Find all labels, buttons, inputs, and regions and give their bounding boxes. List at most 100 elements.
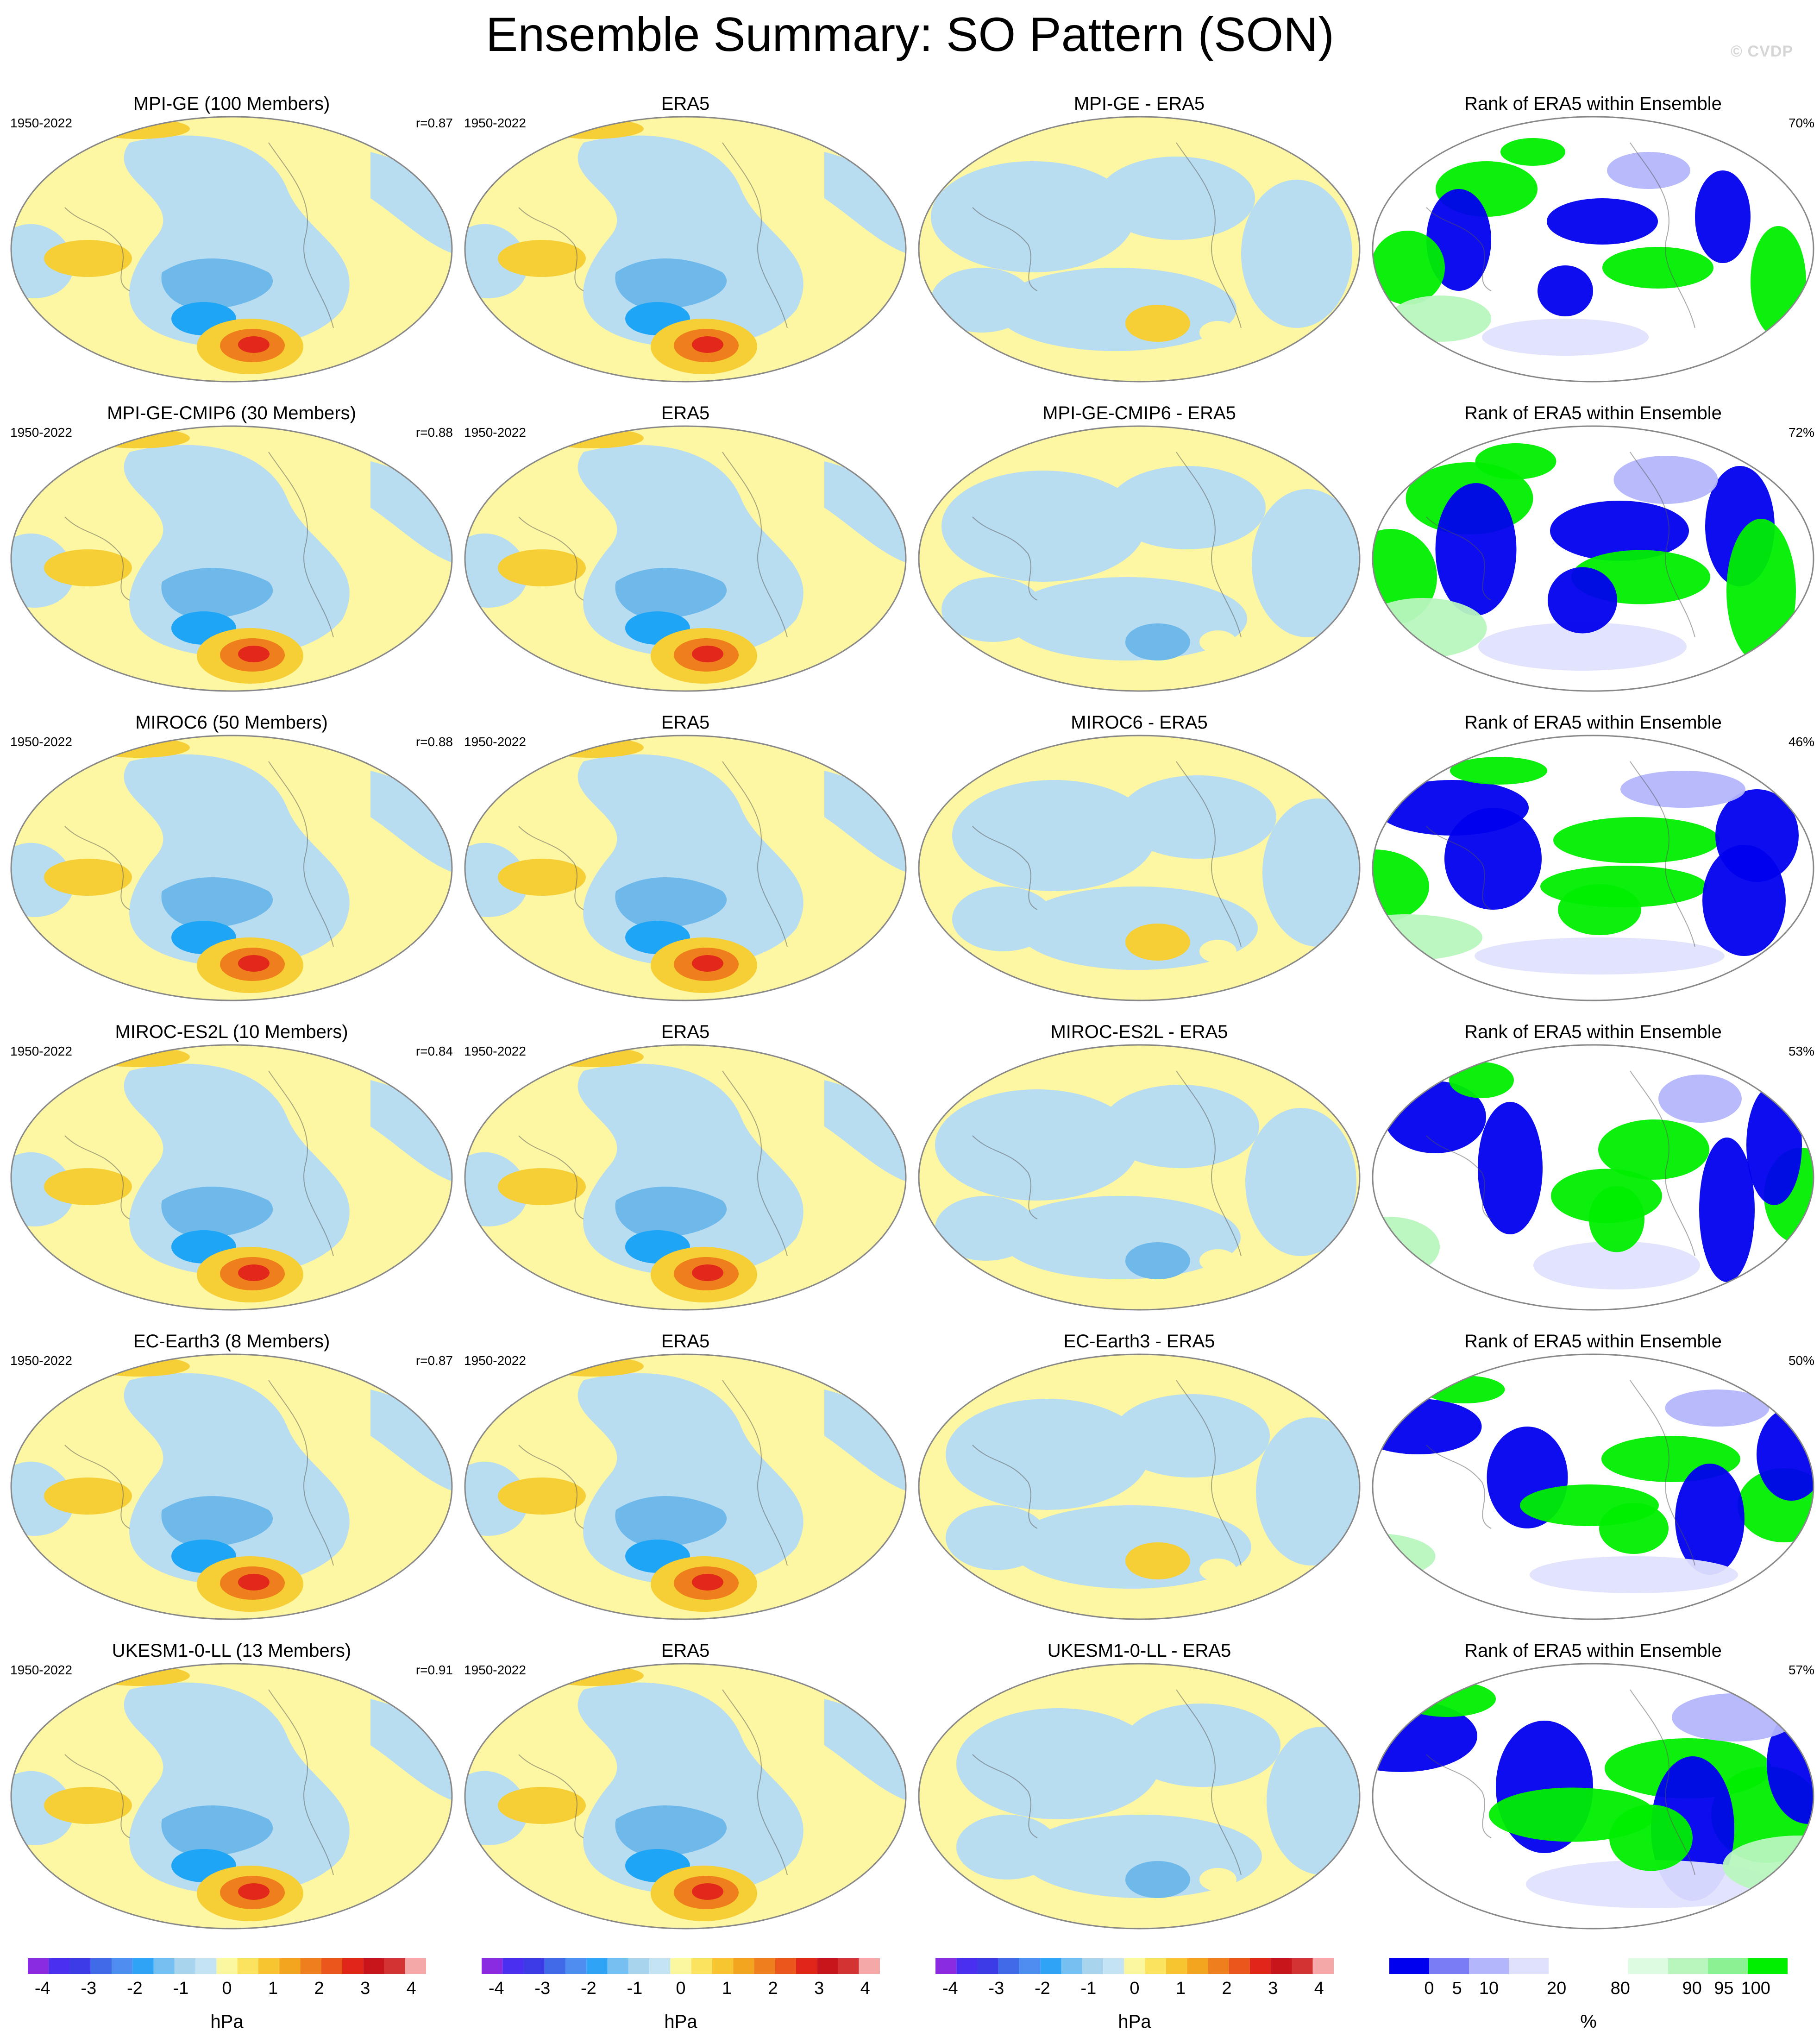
rank-map [1372, 116, 1814, 383]
colorbar-swatch [1249, 1958, 1271, 1974]
colorbar-swatch [384, 1958, 405, 1974]
colorbar-swatch [1509, 1958, 1549, 1974]
colorbar-unit: hPa [664, 2012, 697, 2032]
colorbar-tick-label: 5 [1452, 1979, 1462, 1998]
colorbar-swatch [1187, 1958, 1208, 1974]
colorbar-obs: -4 -3 -2 -1 0 1 2 3 4 hPa [472, 1958, 889, 2032]
colorbar-swatch [1588, 1958, 1628, 1974]
colorbar-swatch [1229, 1958, 1250, 1974]
period-label: 1950-2022 [464, 1353, 526, 1368]
colorbar-swatch [1208, 1958, 1229, 1974]
panel-title: ERA5 [661, 1331, 710, 1352]
colorbar-swatch [405, 1958, 426, 1974]
colorbar-tick-label: -4 [34, 1979, 50, 1998]
colorbar-swatch [796, 1958, 817, 1974]
rank-percent-label: 46% [1788, 735, 1814, 749]
colorbar-swatch [998, 1958, 1020, 1974]
diff-map [918, 116, 1361, 383]
period-label: 1950-2022 [464, 735, 526, 749]
panel-title: Rank of ERA5 within Ensemble [1464, 1022, 1722, 1042]
panel-obs-3: ERA5 1950-2022 [458, 711, 912, 1008]
period-label: 1950-2022 [464, 1663, 526, 1677]
rank-map [1372, 1353, 1814, 1620]
panel-model-6: UKESM1-0-LL (13 Members) 1950-2022 r=0.91 [5, 1640, 458, 1936]
panel-title: UKESM1-0-LL (13 Members) [112, 1641, 351, 1661]
diff-map [918, 1663, 1361, 1930]
panel-rank-2: Rank of ERA5 within Ensemble 72% [1366, 402, 1820, 698]
panel-obs-4: ERA5 1950-2022 [458, 1021, 912, 1317]
colorbar-swatches [28, 1958, 426, 1974]
panel-diff-2: MPI-GE-CMIP6 - ERA5 [912, 402, 1366, 698]
colorbar-swatch [90, 1958, 112, 1974]
colorbar-tick-label: -1 [1080, 1979, 1097, 1998]
colorbar-tick-label: -4 [942, 1979, 958, 1998]
colorbar-swatch [691, 1958, 712, 1974]
colorbar-tick-label: 3 [814, 1979, 824, 1998]
colorbar-swatch [216, 1958, 238, 1974]
period-label: 1950-2022 [10, 116, 72, 130]
colorbar-swatch [1549, 1958, 1588, 1974]
panel-title: Rank of ERA5 within Ensemble [1464, 1641, 1722, 1661]
colorbar-swatch [279, 1958, 301, 1974]
panel-obs-1: ERA5 1950-2022 [458, 93, 912, 389]
colorbar-tick-label: 2 [314, 1979, 324, 1998]
colorbar-swatch [586, 1958, 608, 1974]
obs-map [464, 735, 907, 1001]
model-map [10, 116, 453, 383]
colorbar-swatch [1271, 1958, 1292, 1974]
colorbar-swatch [1124, 1958, 1145, 1974]
colorbar-tick-label: 90 [1682, 1979, 1702, 1998]
colorbar-tick-label: 4 [1314, 1979, 1324, 1998]
colorbar-tick-label: 4 [406, 1979, 416, 1998]
colorbar-swatch [237, 1958, 258, 1974]
colorbar-diff: -4 -3 -2 -1 0 1 2 3 4 hPa [926, 1958, 1343, 2032]
rank-percent-label: 53% [1788, 1044, 1814, 1058]
colorbar-tick-label: 20 [1547, 1979, 1567, 1998]
colorbar-tick-label: 10 [1479, 1979, 1499, 1998]
colorbar-swatch [754, 1958, 775, 1974]
colorbar-tick-label: -3 [534, 1979, 551, 1998]
panel-rank-3: Rank of ERA5 within Ensemble 46% [1366, 711, 1820, 1008]
colorbar-swatch [482, 1958, 503, 1974]
panel-rank-5: Rank of ERA5 within Ensemble 50% [1366, 1330, 1820, 1627]
colorbar-swatch [1312, 1958, 1334, 1974]
correlation-label: r=0.87 [415, 116, 453, 130]
period-label: 1950-2022 [10, 425, 72, 440]
rank-map [1372, 735, 1814, 1001]
rank-map [1372, 1044, 1814, 1311]
colorbar-tick-label: 1 [722, 1979, 732, 1998]
period-label: 1950-2022 [10, 1044, 72, 1058]
panel-title: Rank of ERA5 within Ensemble [1464, 94, 1722, 114]
diff-map [918, 1044, 1361, 1311]
cvdp-watermark: © CVDP [1731, 43, 1793, 60]
obs-map [464, 1353, 907, 1620]
colorbar-tick-label: 0 [1424, 1979, 1434, 1998]
colorbar-swatch [649, 1958, 671, 1974]
colorbar-swatches [482, 1958, 880, 1974]
period-label: 1950-2022 [10, 735, 72, 749]
colorbar-swatch [1061, 1958, 1082, 1974]
panel-model-2: MPI-GE-CMIP6 (30 Members) 1950-2022 r=0.88 [5, 402, 458, 698]
colorbar-model: -4 -3 -2 -1 0 1 2 3 4 hPa [19, 1958, 435, 2032]
rank-percent-label: 70% [1788, 116, 1814, 130]
period-label: 1950-2022 [464, 116, 526, 130]
panel-diff-1: MPI-GE - ERA5 [912, 93, 1366, 389]
panel-obs-5: ERA5 1950-2022 [458, 1330, 912, 1627]
figure-title: Ensemble Summary: SO Pattern (SON) [485, 8, 1335, 62]
colorbar-swatch [195, 1958, 217, 1974]
panel-obs-6: ERA5 1950-2022 [458, 1640, 912, 1936]
panel-title: Rank of ERA5 within Ensemble [1464, 403, 1722, 423]
panel-title: Rank of ERA5 within Ensemble [1464, 712, 1722, 733]
panel-title: MPI-GE (100 Members) [133, 94, 330, 114]
panel-rank-1: Rank of ERA5 within Ensemble 70% [1366, 93, 1820, 389]
colorbar-swatch [112, 1958, 133, 1974]
panel-model-4: MIROC-ES2L (10 Members) 1950-2022 r=0.84 [5, 1021, 458, 1317]
colorbar-tick-label: 1 [1175, 1979, 1186, 1998]
colorbar-swatch [1145, 1958, 1166, 1974]
colorbar-tick-label: -1 [627, 1979, 643, 1998]
obs-map [464, 1044, 907, 1311]
panel-title: EC-Earth3 - ERA5 [1063, 1331, 1215, 1352]
panel-title: MIROC6 - ERA5 [1071, 712, 1208, 733]
colorbar-swatch [174, 1958, 196, 1974]
colorbar-swatch [28, 1958, 49, 1974]
